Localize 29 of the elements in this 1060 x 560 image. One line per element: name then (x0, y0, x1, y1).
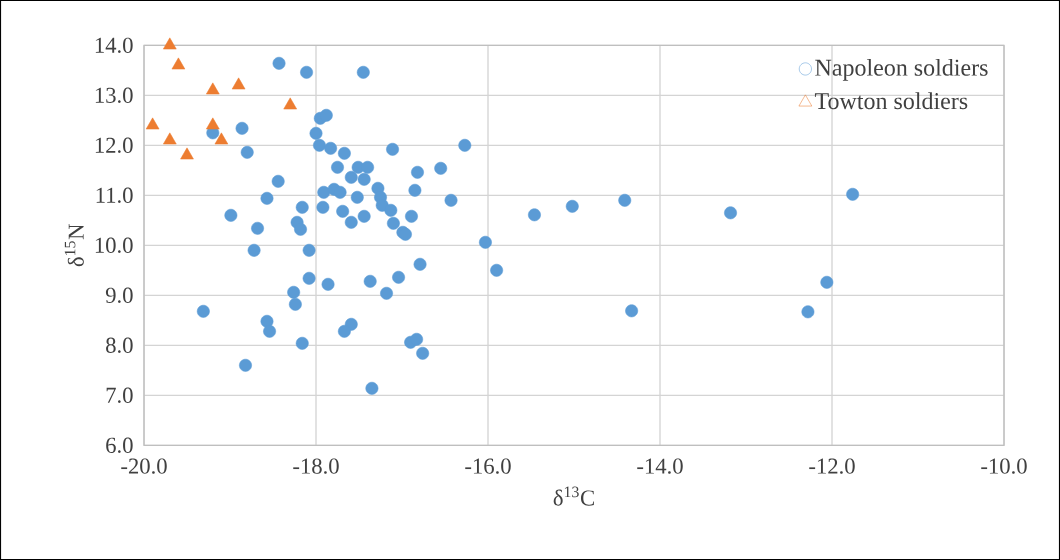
point (214, 132, 229, 145)
point (180, 147, 194, 160)
point (163, 37, 177, 50)
legend-label: Towton soldiers (814, 92, 968, 110)
x-tick-label: -10.0 (981, 458, 1027, 474)
point (231, 77, 246, 90)
point (283, 97, 297, 110)
y-tick-label: 6.0 (106, 437, 133, 454)
point (163, 132, 177, 145)
x-tick-label: -12.0 (809, 458, 855, 474)
y-tick-label: 10.0 (95, 237, 133, 254)
y-tick-label: 11.0 (96, 187, 133, 204)
x-tick-label: -14.0 (637, 458, 683, 474)
y-tick-label: 12.0 (95, 137, 133, 154)
y-tick-label: 14.0 (95, 37, 133, 54)
point (206, 82, 220, 95)
x-tick-label: -18.0 (293, 458, 339, 474)
y-axis-title: δ$^{15}$N (64, 224, 84, 267)
legend-label: Napoleon soldiers (815, 58, 988, 81)
point (206, 117, 220, 130)
point (171, 57, 186, 70)
point (145, 117, 160, 130)
y-tick-label: 7.0 (106, 387, 133, 404)
y-tick-label: 13.0 (95, 87, 133, 104)
x-tick-label: -20.0 (121, 458, 167, 474)
x-tick-label: -16.0 (465, 458, 511, 474)
y-tick-label: 9.0 (105, 287, 133, 304)
x-axis-title: δ$^{13}$C (553, 486, 594, 506)
y-tick-label: 8.0 (106, 337, 133, 354)
